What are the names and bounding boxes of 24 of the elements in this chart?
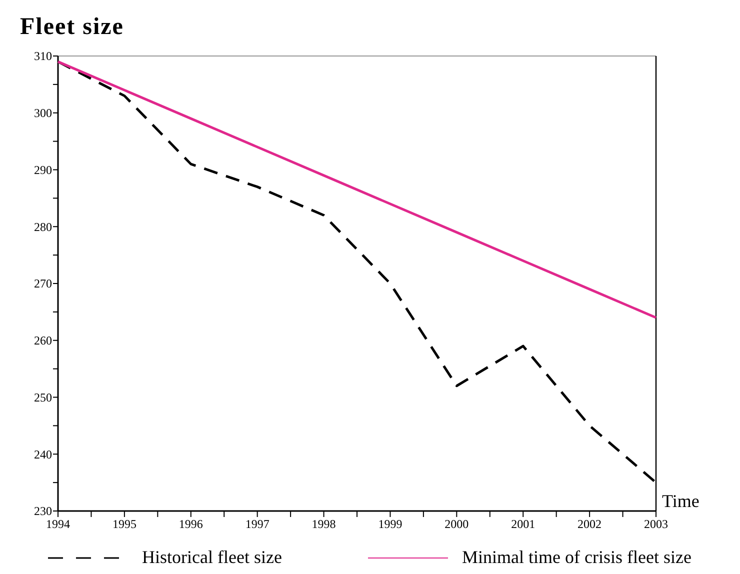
- x-tick-label: 1999: [378, 517, 402, 531]
- x-tick-label: 2001: [511, 517, 536, 531]
- y-tick-label: 250: [34, 390, 52, 404]
- legend-label: Minimal time of crisis fleet size: [462, 547, 692, 567]
- line-series: [56, 60, 658, 319]
- x-tick-label: 1997: [245, 517, 270, 531]
- y-tick-label: 300: [34, 106, 52, 120]
- y-tick-label: 240: [34, 447, 52, 462]
- x-tick-label: 2002: [578, 517, 602, 531]
- x-tick-label: 1994: [46, 517, 70, 531]
- x-tick-label: 1996: [178, 517, 203, 531]
- y-tick-label: 290: [34, 162, 52, 177]
- chart-title: Fleet size: [20, 14, 124, 40]
- x-axis-title: Time: [662, 491, 700, 511]
- y-tick-label: 230: [34, 504, 52, 518]
- y-tick-label: 280: [34, 220, 52, 234]
- legend-label: Historical fleet size: [142, 547, 282, 567]
- x-tick-label: 1995: [112, 517, 136, 531]
- y-tick-label: 310: [34, 49, 52, 64]
- y-tick-label: 270: [34, 276, 52, 291]
- x-tick-label: 1998: [312, 517, 336, 531]
- y-tick-label: 260: [34, 334, 52, 348]
- x-tick-label: 2003: [644, 517, 668, 531]
- x-tick-label: 2000: [444, 517, 469, 531]
